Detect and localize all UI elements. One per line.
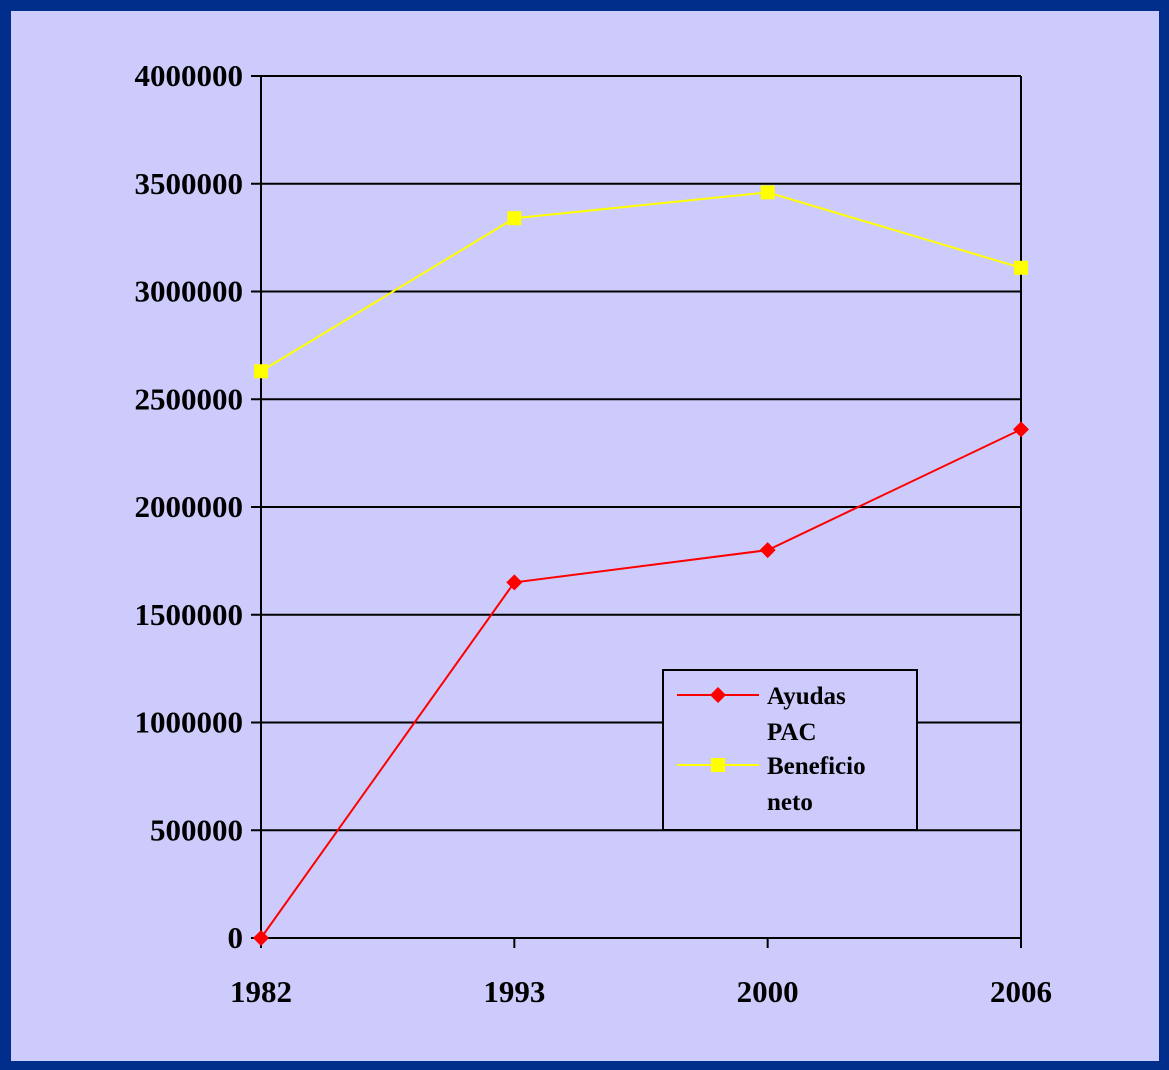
chart-panel: 0 500000 1000000 1500000 2000000 2500000 30000…: [11, 11, 1159, 1061]
line-chart: 0 500000 1000000 1500000 2000000 2500000 30000…: [135, 58, 1053, 1009]
data-point: [759, 542, 776, 559]
y-tick-label: 2500000: [135, 381, 244, 416]
y-tick-label: 3000000: [135, 274, 244, 309]
data-point: [1013, 421, 1029, 438]
legend-label: neto: [767, 789, 813, 816]
legend-box: [662, 669, 918, 831]
legend-label: PAC: [767, 719, 817, 746]
data-point: [507, 211, 522, 226]
y-tick-label: 2000000: [135, 489, 244, 524]
y-tick-label: 500000: [150, 812, 243, 847]
x-tick-label: 1993: [483, 974, 545, 1009]
legend-label: Ayudas: [767, 683, 846, 710]
x-tick-label: 1982: [230, 974, 292, 1009]
y-tick-label: 4000000: [135, 58, 244, 93]
data-point: [253, 930, 269, 946]
y-tick-label: 1000000: [135, 705, 244, 740]
legend-marker: [711, 758, 725, 772]
grid-lines: [261, 75, 1021, 939]
legend-marker: [710, 687, 726, 703]
legend-label: Beneficio: [767, 753, 866, 780]
data-point: [760, 185, 775, 200]
data-point: [254, 364, 268, 379]
x-tick-label: 2006: [990, 974, 1052, 1009]
y-tick-label: 1500000: [135, 597, 244, 632]
y-tick-labels: 0 500000 1000000 1500000 2000000 2500000 30000…: [135, 58, 244, 955]
series-lines: [260, 191, 1022, 939]
y-tick-label: 0: [228, 920, 244, 955]
data-point: [506, 574, 523, 591]
data-point: [1014, 260, 1028, 275]
legend: Ayudas PAC Beneficio neto: [662, 669, 918, 831]
axes: [251, 75, 1022, 948]
y-tick-label: 3500000: [135, 166, 244, 201]
series-markers: [253, 185, 1029, 946]
x-tick-labels: 1982 1993 2000 2006: [230, 974, 1052, 1009]
x-tick-label: 2000: [737, 974, 799, 1009]
series-line-0: [260, 428, 1022, 939]
series-line-1: [260, 191, 1022, 373]
